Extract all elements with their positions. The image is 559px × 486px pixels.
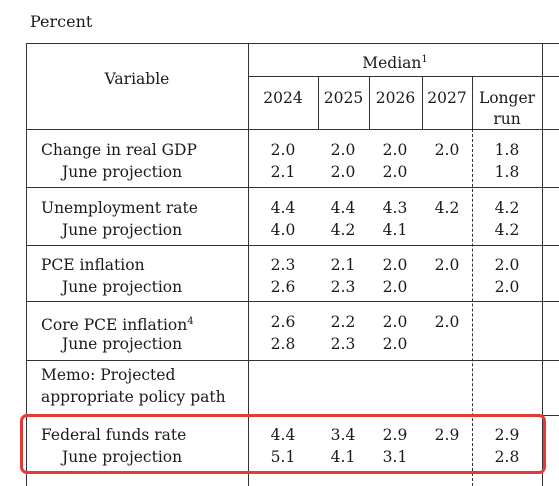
table-row-label: June projection [62, 163, 183, 181]
policy-row-value: 4.4 [270, 426, 296, 444]
year-divider-4 [472, 76, 473, 129]
table-row-value: 4.4 [270, 199, 296, 217]
table-right-border [542, 43, 543, 486]
table-left-border [26, 43, 27, 486]
table-row-longer-run-value: 1.8 [494, 141, 520, 159]
table-row-value: 2.8 [270, 335, 296, 353]
year-divider-2 [369, 76, 370, 129]
table-row-value: 2.1 [270, 163, 296, 181]
table-row-label: Core PCE inflation4 [41, 316, 194, 335]
table-row-value: 2.0 [382, 278, 408, 296]
median-label: Median [362, 54, 422, 73]
memo-line-1: Memo: Projected [41, 366, 176, 384]
longer-run-header-line2: run [493, 110, 521, 128]
year-header-2024: 2024 [263, 89, 303, 107]
table-row-value: 2.0 [382, 256, 408, 274]
policy-row-value: 2.9 [382, 426, 408, 444]
footnote-marker: 4 [187, 316, 194, 327]
table-row-value: 2.3 [270, 256, 296, 274]
policy-row-longer-run-value: 2.8 [494, 448, 520, 466]
table-row-value: 2.0 [434, 256, 460, 274]
table-row-value: 4.4 [330, 199, 356, 217]
memo-line-2: appropriate policy path [41, 388, 226, 406]
table-row-value: 2.1 [330, 256, 356, 274]
policy-row-value: 4.1 [330, 448, 356, 466]
highlight-box [20, 414, 546, 474]
table-row-value: 2.0 [382, 335, 408, 353]
table-row-value: 2.3 [330, 335, 356, 353]
table-row-value: 2.2 [330, 313, 356, 331]
year-divider-3 [422, 76, 423, 129]
group-rule-3 [26, 301, 559, 302]
median-underline [248, 76, 559, 77]
table-row-longer-run-value: 2.0 [494, 256, 520, 274]
table-row-label: June projection [62, 221, 183, 239]
year-header-2026: 2026 [375, 89, 416, 107]
policy-row-label: June projection [62, 448, 183, 466]
table-caption: Percent [30, 12, 93, 31]
group-rule-1 [26, 187, 559, 188]
table-row-value: 2.0 [382, 163, 408, 181]
policy-row-value: 2.9 [434, 426, 460, 444]
variable-header: Variable [104, 70, 170, 88]
table-row-longer-run-value: 1.8 [494, 163, 520, 181]
table-row-value: 2.0 [382, 141, 408, 159]
table-row-value: 4.2 [434, 199, 460, 217]
year-header-2027: 2027 [427, 89, 467, 107]
longer-run-dashed-divider [472, 129, 473, 486]
table-row-label: PCE inflation [41, 256, 145, 274]
table-row-value: 2.0 [434, 141, 460, 159]
table-row-value: 2.0 [382, 313, 408, 331]
table-row-value: 2.0 [330, 163, 356, 181]
group-rule-2 [26, 245, 559, 246]
table-row-label: June projection [62, 278, 183, 296]
table-row-label: Change in real GDP [41, 141, 197, 159]
group-rule-4 [26, 360, 559, 361]
table-row-longer-run-value: 4.2 [494, 221, 520, 239]
table-row-value: 4.0 [270, 221, 296, 239]
projections-table: Variable Median1 2024 2025 2026 2027 Lon… [26, 43, 559, 486]
policy-row-value: 3.4 [330, 426, 356, 444]
table-row-value: 4.2 [330, 221, 356, 239]
table-row-longer-run-value: 2.0 [494, 278, 520, 296]
median-header: Median1 [248, 49, 542, 74]
table-row-value: 2.6 [270, 278, 296, 296]
table-row-value: 2.0 [434, 313, 460, 331]
table-row-value: 2.3 [330, 278, 356, 296]
table-row-value: 4.1 [382, 221, 408, 239]
longer-run-header-line1: Longer [478, 89, 536, 107]
table-top-rule [26, 43, 559, 44]
variable-column-divider [248, 43, 249, 486]
policy-row-value: 3.1 [382, 448, 408, 466]
header-bottom-rule [26, 129, 559, 130]
table-row-longer-run-value: 4.2 [494, 199, 520, 217]
table-row-label: Unemployment rate [41, 199, 198, 217]
median-footnote: 1 [421, 54, 428, 65]
year-divider-1 [318, 76, 319, 129]
policy-row-value: 5.1 [270, 448, 296, 466]
table-row-label: June projection [62, 335, 183, 353]
table-row-value: 2.0 [330, 141, 356, 159]
policy-row-label: Federal funds rate [41, 426, 187, 444]
table-row-value: 4.3 [382, 199, 408, 217]
table-row-value: 2.6 [270, 313, 296, 331]
year-header-2025: 2025 [323, 89, 364, 107]
table-row-value: 2.0 [270, 141, 296, 159]
policy-row-longer-run-value: 2.9 [494, 426, 520, 444]
